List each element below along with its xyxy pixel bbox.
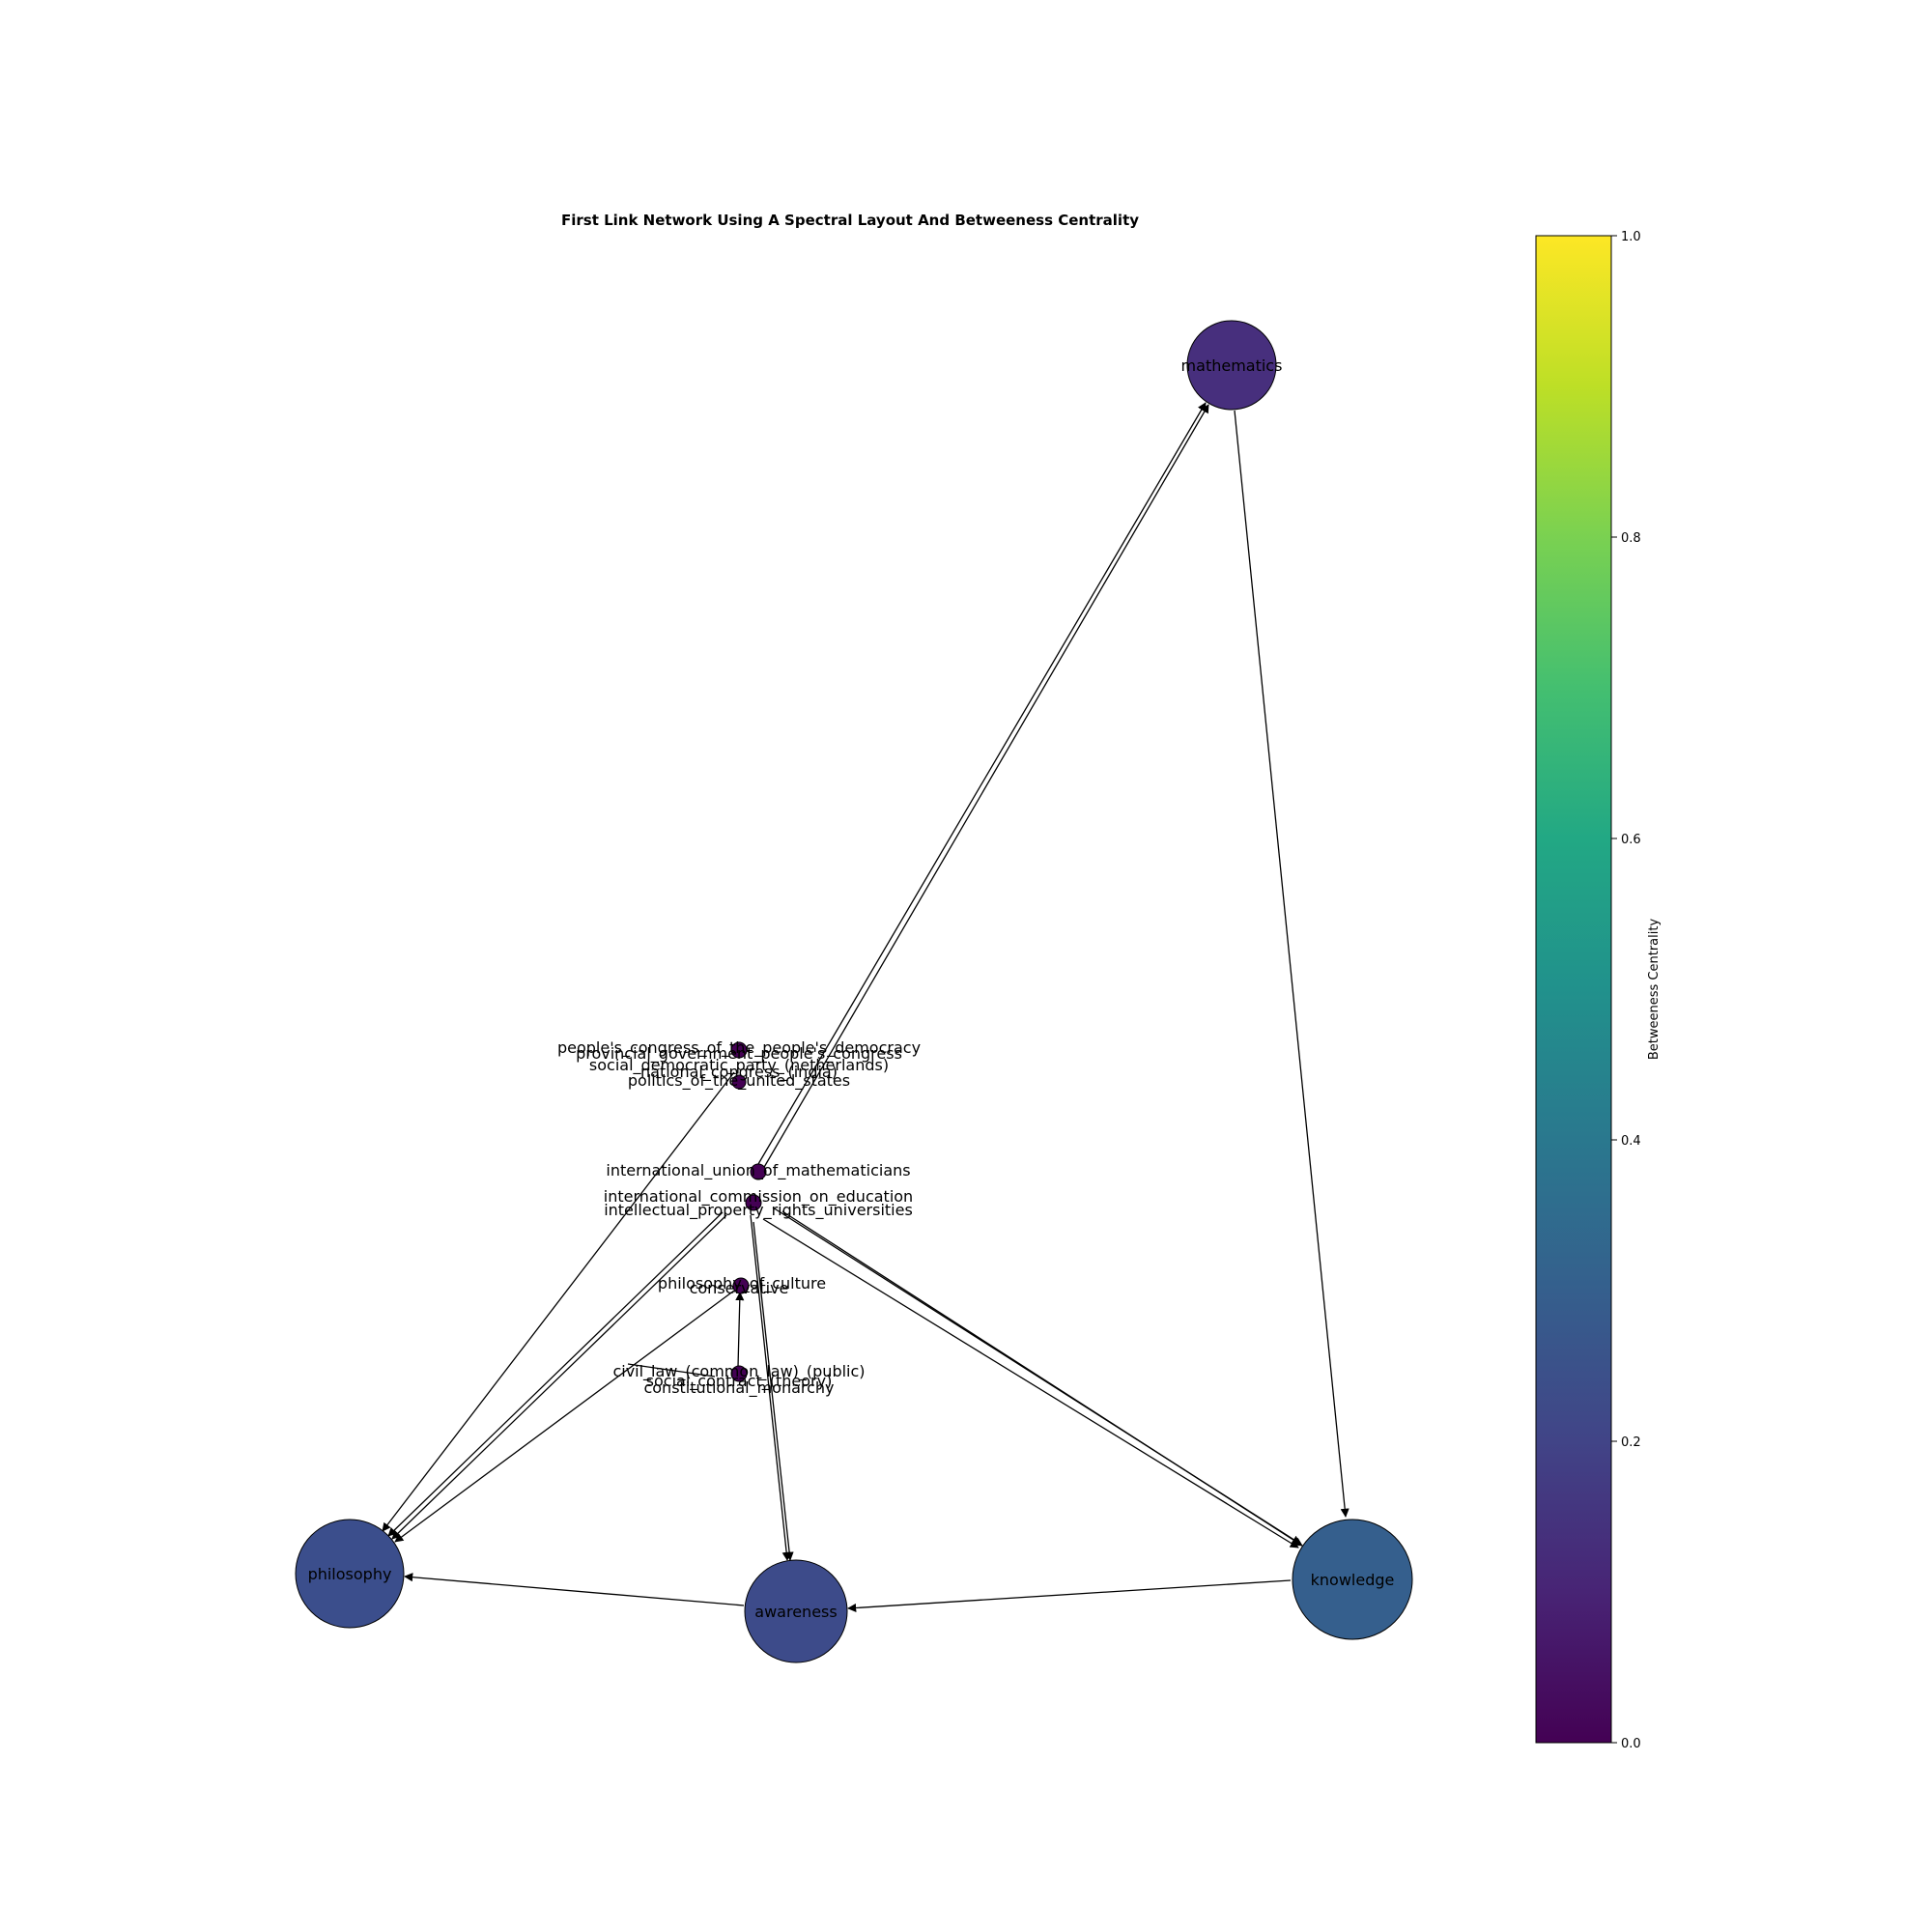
bottom-cluster-labels: civil_law_(common_law)_(public) social_c… [612,1362,865,1398]
top-label-3: social_democratic_party_(netherlands) [589,1056,889,1075]
chart-title: First Link Network Using A Spectral Layo… [561,212,1139,229]
edge-knowledge-to-awareness [847,1579,1292,1613]
knowledge-label: knowledge [1311,1571,1395,1589]
philosophy-node [295,1519,405,1629]
bottom-label-1: civil_law_(common_law)_(public) [612,1362,865,1381]
middle-label-2: international_commission_on_education [604,1187,913,1207]
colorbar-tick-4: 0.8 [1621,531,1641,546]
bottom-label-3: constitutional_monarchy [643,1378,834,1398]
edge-mathematics-to-knowledge [1234,410,1350,1518]
colorbar-tick-2: 0.4 [1621,1134,1641,1149]
edge-middle-to-awareness [750,1214,791,1561]
top-label-5: politics_of_the_united_states [628,1071,850,1091]
middle-cluster-node [750,1163,767,1180]
edge-culture-to-philosophy [394,1290,735,1543]
middle-cluster-node-2 [745,1194,762,1211]
top-cluster-labels: people's_congress_of_the_people's_democr… [557,1038,921,1091]
large-nodes: mathematics philosophy awareness knowled… [295,320,1413,1663]
edge-middle-to-awareness-2 [753,1221,794,1561]
mathematics-node [1186,320,1277,411]
culture-node [732,1277,750,1294]
colorbar-label: Betweeness Centrality [1647,919,1662,1061]
colorbar-ticks [1611,235,1617,1744]
small-nodes [730,1041,767,1382]
bottom-cluster-node [730,1365,748,1382]
top-label-4: national_congress_(india) [640,1063,838,1082]
middle-label-1: international_union_of_mathematicians [606,1161,910,1180]
edge-middle-to-mathematics [757,402,1207,1165]
edge-awareness-to-philosophy [404,1573,745,1606]
top-cluster-node-2 [731,1074,747,1090]
edge-middle-to-knowledge-2 [781,1210,1303,1547]
top-label-1: people's_congress_of_the_people's_democr… [557,1038,921,1058]
middle-cluster-labels: international_union_of_mathematicians in… [604,1161,913,1220]
edge-middle-to-knowledge-3 [762,1218,1299,1548]
philosophy-label: philosophy [308,1565,392,1583]
edge-middle-to-mathematics-2 [762,404,1209,1170]
knowledge-node [1292,1519,1413,1640]
edge-bottom-to-philosophy [627,1363,716,1378]
colorbar-tick-0: 0.0 [1621,1737,1641,1751]
colorbar: 0.0 0.2 0.4 0.6 0.8 1.0 Betweeness Centr… [1535,230,1662,1751]
edge-middle-to-philosophy [387,1211,724,1537]
colorbar-gradient [1535,235,1612,1744]
philosophy-of-culture-label: philosophy_of_culture [658,1274,826,1293]
awareness-label: awareness [754,1603,837,1621]
awareness-node [744,1559,848,1663]
edge-middle-to-philosophy-2 [391,1214,727,1540]
conservative-label: conservative [690,1279,789,1297]
colorbar-tick-3: 0.6 [1621,833,1641,847]
edges [382,402,1350,1613]
mathematics-label: mathematics [1181,356,1283,375]
middle-label-3: intellectual_property_rights_universitie… [604,1201,913,1220]
bottom-label-2: social_contract_(theory) [646,1372,833,1391]
top-cluster-node [730,1041,748,1059]
edge-bottom-to-culture [735,1292,745,1368]
edge-top-to-philosophy [382,1071,735,1532]
colorbar-tick-5: 1.0 [1621,230,1641,244]
colorbar-tick-1: 0.2 [1621,1435,1641,1450]
top-label-2: provincial_government_people's_congress [576,1044,902,1064]
